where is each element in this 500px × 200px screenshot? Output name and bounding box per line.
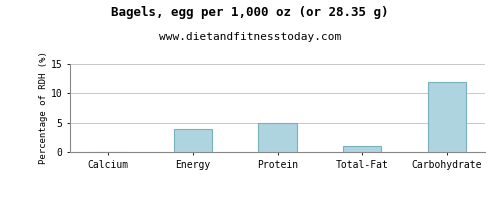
Text: Bagels, egg per 1,000 oz (or 28.35 g): Bagels, egg per 1,000 oz (or 28.35 g) [111, 6, 389, 19]
Y-axis label: Percentage of RDH (%): Percentage of RDH (%) [39, 52, 48, 164]
Bar [428, 82, 466, 152]
Bar [258, 123, 296, 152]
Text: www.dietandfitnesstoday.com: www.dietandfitnesstoday.com [159, 32, 341, 42]
Bar [343, 146, 382, 152]
Title: Bagels, egg per 1,000 oz (or 28.35 g)
www.dietandfitnesstoday.com: Bagels, egg per 1,000 oz (or 28.35 g) ww… [0, 199, 1, 200]
Bar [174, 129, 212, 152]
